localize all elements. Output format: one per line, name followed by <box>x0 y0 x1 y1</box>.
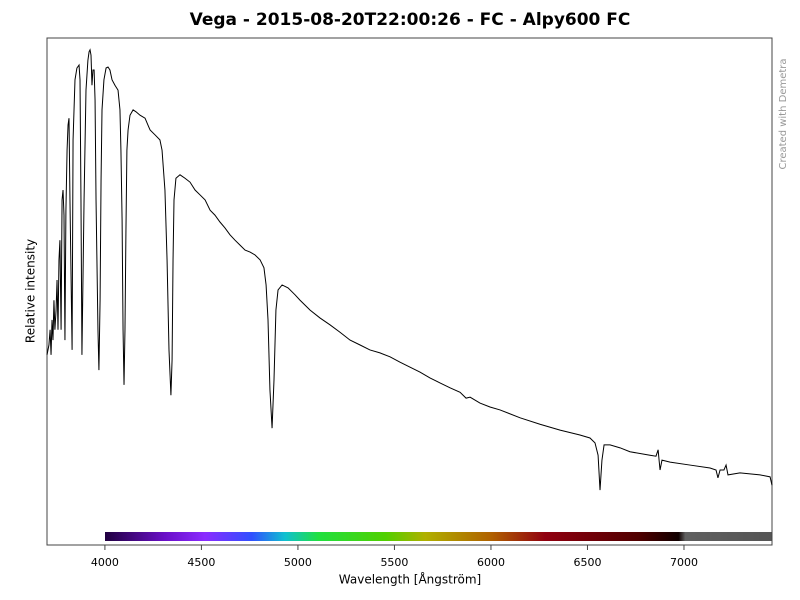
credit: Created with Demetra <box>778 58 789 169</box>
x-tick-label: 4000 <box>91 556 119 569</box>
x-tick-label: 5500 <box>380 556 408 569</box>
x-tick-label: 6000 <box>477 556 505 569</box>
x-tick-label: 6500 <box>573 556 601 569</box>
x-axis-label: Wavelength [Ångström] <box>339 572 481 587</box>
x-tick-label: 4500 <box>187 556 215 569</box>
spectrum-line <box>46 48 773 491</box>
spectrum-strip <box>105 532 772 541</box>
chart-title: Vega - 2015-08-20T22:00:26 - FC - Alpy60… <box>190 10 631 30</box>
x-tick-label: 7000 <box>670 556 698 569</box>
y-axis-label: Relative intensity <box>24 239 38 343</box>
plot-frame <box>46 37 773 546</box>
x-tick-label: 5000 <box>284 556 312 569</box>
